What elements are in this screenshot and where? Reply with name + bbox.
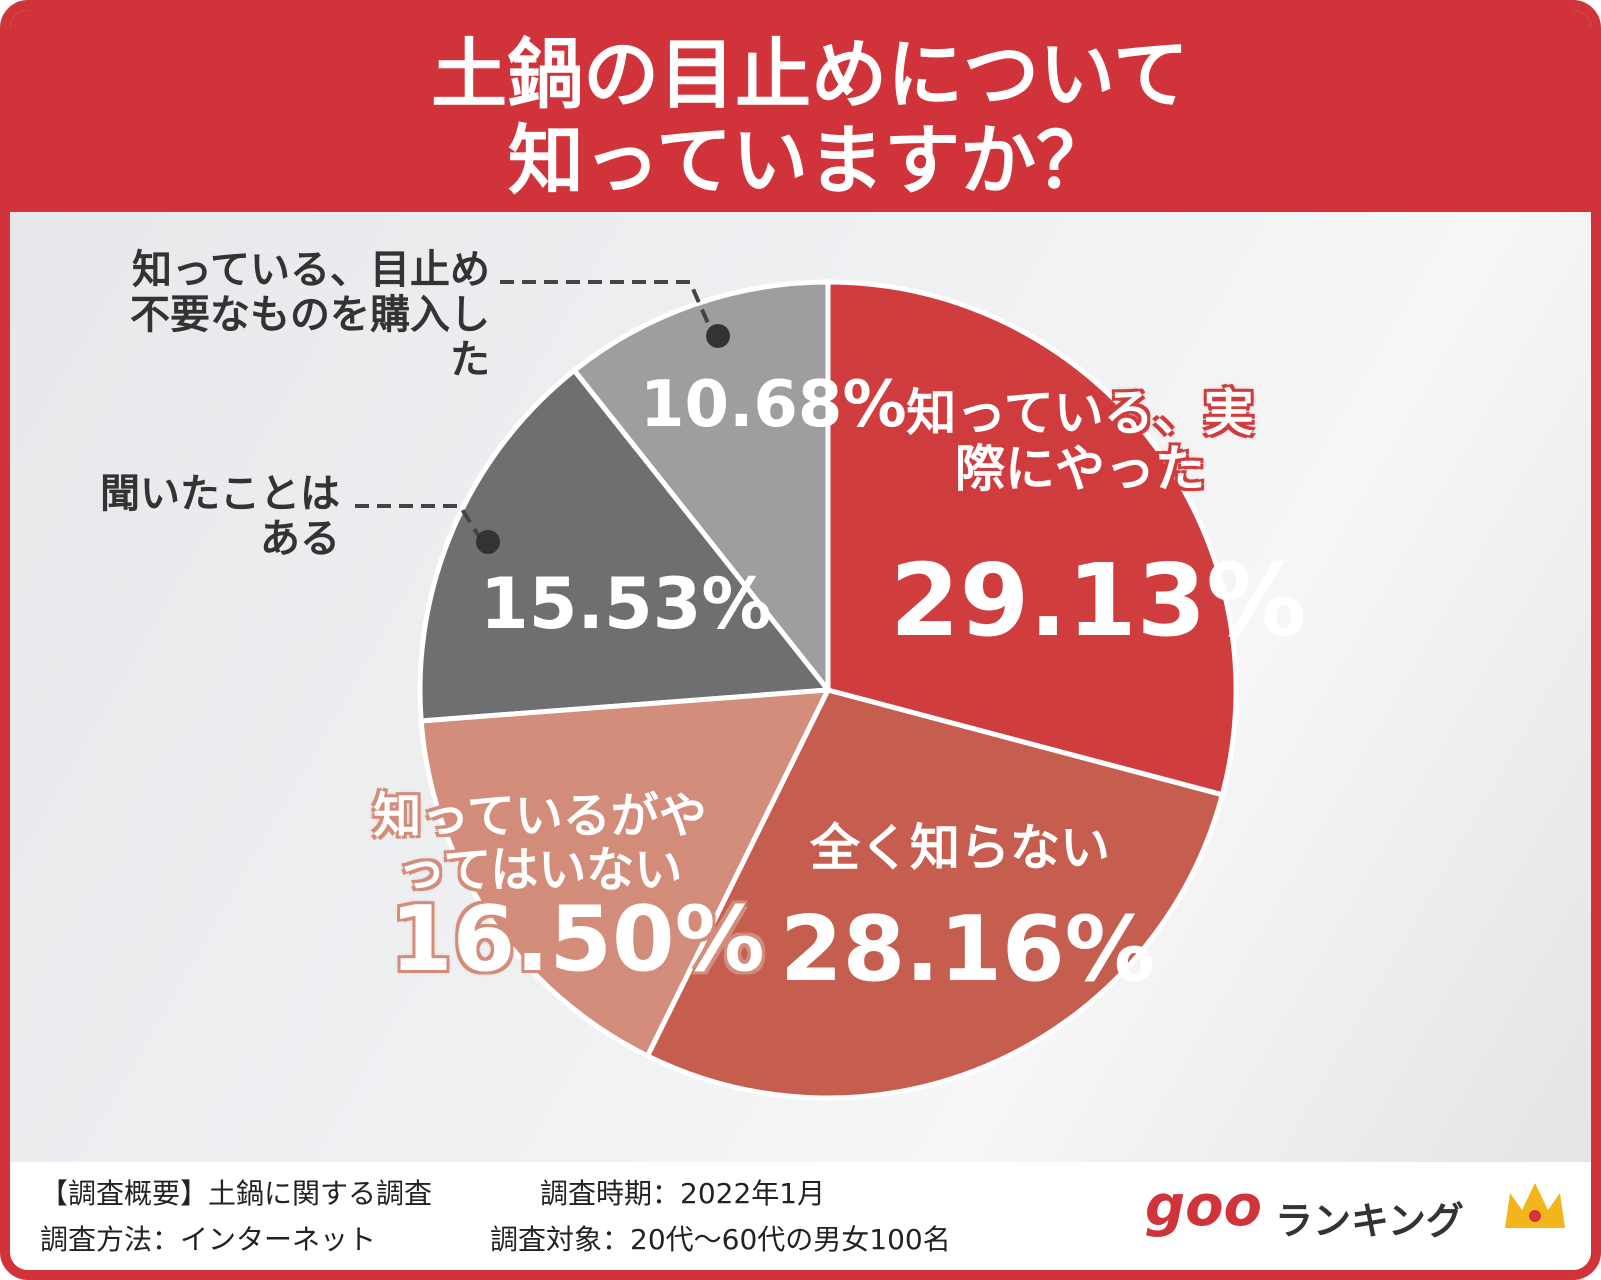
leader-dot bbox=[706, 324, 730, 348]
slice-label: 聞いたことはある bbox=[100, 471, 340, 562]
crown-icon bbox=[1505, 1183, 1565, 1228]
slice-label: 知っているがやってはいない bbox=[373, 788, 707, 898]
slice-label: 全く知らない bbox=[810, 819, 1110, 877]
footer-text: 調査方法：インターネット bbox=[40, 1223, 377, 1256]
slice-label: 知っている、実際にやった bbox=[906, 384, 1254, 498]
value-label: 29.13% bbox=[890, 542, 1307, 659]
pie-slice bbox=[417, 366, 833, 724]
slice-label: 知っている、目止め不要なものを購入した bbox=[130, 247, 490, 383]
value-label: 10.68% bbox=[640, 368, 907, 442]
pie-slice bbox=[825, 279, 1239, 798]
pie-slice bbox=[418, 687, 833, 1060]
footer: 【調査概要】土鍋に関する調査 調査時期：2022年1月 調査方法：インターネット… bbox=[10, 1162, 1591, 1270]
chart-title: 土鍋の目止めについて知っていますか？ bbox=[431, 30, 1189, 205]
value-label: 16.50% bbox=[390, 887, 765, 992]
footer-text: 【調査概要】土鍋に関する調査 bbox=[40, 1177, 433, 1210]
pie-chart bbox=[355, 279, 1239, 1101]
value-label: 15.53% bbox=[480, 563, 772, 645]
leader-line bbox=[355, 504, 482, 540]
value-label: 28.16% bbox=[780, 897, 1155, 1002]
header bbox=[10, 10, 1591, 212]
leader-line bbox=[500, 280, 712, 329]
pie-slice bbox=[570, 279, 831, 698]
leader-dot bbox=[476, 530, 500, 554]
footer-text: 調査対象：20代〜60代の男女100名 bbox=[490, 1223, 951, 1256]
footer-text: 調査時期：2022年1月 bbox=[540, 1177, 826, 1210]
pie-slice bbox=[644, 687, 1226, 1101]
logo-text: ランキング bbox=[1275, 1199, 1464, 1243]
logo: goo bbox=[1145, 1174, 1263, 1239]
